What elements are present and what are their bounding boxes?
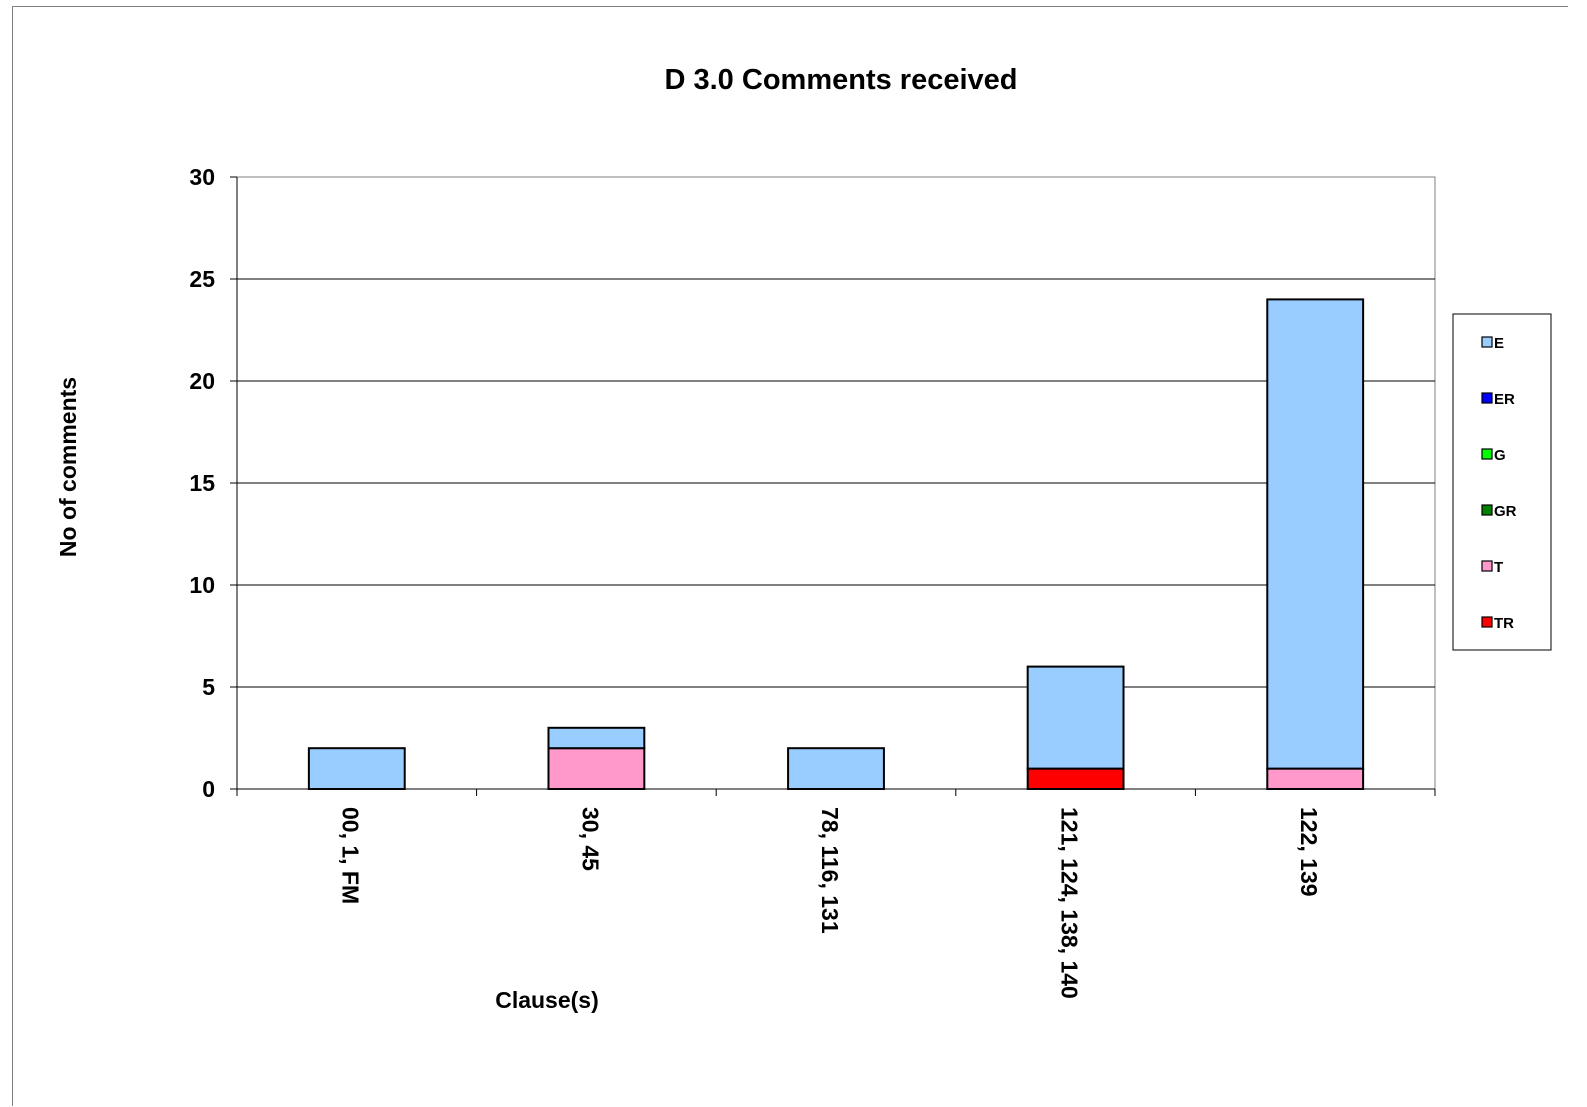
x-tick-label: 121, 124, 138, 140: [1057, 807, 1083, 999]
bar-segment-e: [547, 726, 646, 750]
legend-swatch-tr: [1481, 616, 1493, 628]
x-tick-label: 78, 116, 131: [817, 807, 843, 934]
y-tick-label: 15: [189, 470, 215, 496]
y-tick-label: 5: [202, 674, 215, 700]
legend-label: E: [1494, 335, 1504, 352]
x-tick-label: 00, 1, FM: [338, 807, 364, 904]
bar-segment-e: [1266, 298, 1365, 770]
y-tick-label: 0: [202, 776, 215, 802]
y-axis-ticks: 0 5 10 15 20 25 30: [189, 164, 237, 802]
legend-swatch-t: [1481, 560, 1493, 572]
y-tick-label: 30: [189, 164, 215, 190]
legend-label: G: [1494, 447, 1506, 464]
plot-area: [236, 176, 1436, 791]
x-axis-ticks: 00, 1, FM 30, 45 78, 116, 131 121, 124, 138…: [236, 789, 1436, 999]
legend-swatch-e: [1481, 336, 1493, 348]
bar-segment-e: [307, 747, 406, 791]
bars: [307, 298, 1365, 791]
chart-title: D 3.0 Comments received: [665, 64, 1018, 96]
legend-label: ER: [1494, 391, 1515, 408]
bar-segment-t: [1266, 767, 1365, 790]
bar-segment-t: [547, 747, 646, 791]
legend: E ER G GR T TR: [1452, 313, 1552, 651]
y-tick-label: 20: [189, 368, 215, 394]
legend-box: [1452, 313, 1552, 651]
legend-label: TR: [1494, 615, 1514, 632]
y-tick-label: 10: [189, 572, 215, 598]
bar-segment-e: [1026, 665, 1125, 770]
gridlines: [237, 278, 1435, 688]
x-tick-label: 122, 139: [1296, 807, 1322, 897]
legend-label: T: [1494, 559, 1503, 576]
bar-segment-tr: [1026, 767, 1125, 790]
y-axis-label: No of comments: [55, 377, 81, 557]
x-axis-label: Clause(s): [495, 987, 599, 1013]
bar-segment-e: [787, 747, 885, 791]
legend-swatch-g: [1481, 448, 1493, 460]
legend-label: GR: [1494, 503, 1517, 520]
y-tick-label: 25: [189, 266, 215, 292]
legend-swatch-er: [1481, 392, 1493, 404]
x-tick-label: 30, 45: [577, 807, 603, 871]
legend-swatch-gr: [1481, 504, 1493, 516]
